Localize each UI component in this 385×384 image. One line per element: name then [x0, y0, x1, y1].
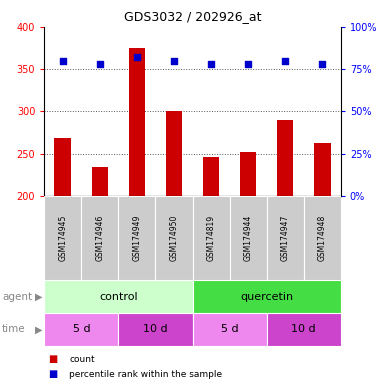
- Text: ▶: ▶: [35, 291, 42, 302]
- Text: GSM174947: GSM174947: [281, 215, 290, 261]
- Bar: [192, 280, 341, 313]
- Text: agent: agent: [2, 291, 32, 302]
- Bar: [240, 152, 256, 196]
- Bar: [314, 142, 331, 196]
- Point: [245, 61, 251, 67]
- Bar: [129, 48, 145, 196]
- Text: control: control: [99, 291, 138, 302]
- Bar: [266, 313, 341, 346]
- Bar: [277, 120, 293, 196]
- Point: [171, 58, 177, 64]
- Text: ▶: ▶: [35, 324, 42, 334]
- Text: 5 d: 5 d: [72, 324, 90, 334]
- Bar: [192, 196, 229, 280]
- Bar: [119, 313, 192, 346]
- Text: ■: ■: [48, 354, 57, 364]
- Text: GSM174949: GSM174949: [132, 215, 141, 261]
- Bar: [119, 196, 156, 280]
- Bar: [266, 196, 304, 280]
- Text: 10 d: 10 d: [291, 324, 316, 334]
- Point: [60, 58, 66, 64]
- Text: time: time: [2, 324, 25, 334]
- Text: GSM174819: GSM174819: [206, 215, 216, 261]
- Bar: [44, 313, 119, 346]
- Point: [134, 54, 140, 60]
- Bar: [203, 157, 219, 196]
- Text: ■: ■: [48, 369, 57, 379]
- Bar: [54, 138, 71, 196]
- Text: GSM174950: GSM174950: [169, 215, 179, 261]
- Text: GDS3032 / 202926_at: GDS3032 / 202926_at: [124, 10, 261, 23]
- Point: [282, 58, 288, 64]
- Text: percentile rank within the sample: percentile rank within the sample: [69, 370, 223, 379]
- Text: count: count: [69, 354, 95, 364]
- Text: GSM174944: GSM174944: [244, 215, 253, 261]
- Text: 5 d: 5 d: [221, 324, 238, 334]
- Point: [97, 61, 103, 67]
- Point: [319, 61, 325, 67]
- Bar: [166, 111, 182, 196]
- Text: quercetin: quercetin: [240, 291, 293, 302]
- Bar: [156, 196, 192, 280]
- Bar: [81, 196, 119, 280]
- Point: [208, 61, 214, 67]
- Bar: [44, 280, 192, 313]
- Bar: [192, 313, 267, 346]
- Bar: [229, 196, 267, 280]
- Bar: [44, 196, 81, 280]
- Text: GSM174945: GSM174945: [58, 215, 67, 261]
- Bar: [92, 167, 108, 196]
- Text: 10 d: 10 d: [143, 324, 168, 334]
- Bar: [304, 196, 341, 280]
- Text: GSM174948: GSM174948: [318, 215, 327, 261]
- Text: GSM174946: GSM174946: [95, 215, 104, 261]
